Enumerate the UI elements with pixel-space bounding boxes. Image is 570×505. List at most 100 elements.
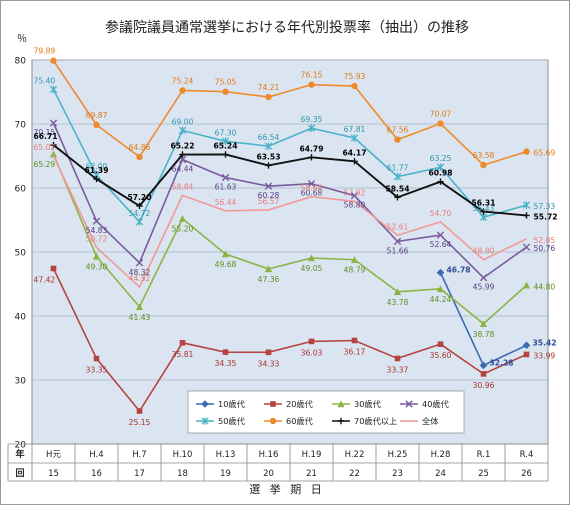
data-label: 79.89 [34, 47, 56, 56]
data-label: 43.78 [387, 298, 409, 307]
data-label: 48.79 [344, 266, 366, 275]
series-line [52, 268, 527, 413]
data-point [350, 134, 359, 142]
data-label: 54.72 [129, 209, 151, 218]
data-label: 64.17 [342, 148, 366, 157]
x-axis-label: 選 挙 期 日 [249, 483, 325, 496]
data-label: 65.02 [34, 143, 56, 152]
x-tick-label: R.4 [520, 450, 534, 460]
legend-label: 30歳代 [354, 399, 381, 409]
data-label: 48.80 [473, 247, 495, 256]
data-point [269, 417, 277, 425]
data-label: 61.77 [387, 164, 409, 173]
data-label: 52.64 [430, 240, 452, 249]
data-label: 67.81 [344, 125, 366, 134]
data-label: 70.15 [34, 128, 56, 137]
data-label: 58.54 [385, 184, 409, 193]
data-label: 54.83 [86, 226, 108, 235]
legend-label: 10歳代 [218, 399, 245, 409]
data-label: 66.54 [258, 133, 280, 142]
data-point [221, 250, 230, 258]
data-point [265, 162, 272, 169]
data-point [307, 179, 316, 188]
data-point [49, 85, 58, 94]
series-line [52, 60, 527, 166]
data-label: 58.80 [344, 201, 366, 210]
data-label: 35.60 [430, 351, 452, 360]
data-label: 75.40 [34, 76, 56, 85]
legend-label: 全体 [422, 416, 438, 426]
data-point [405, 400, 413, 408]
data-point [179, 151, 186, 158]
data-point [522, 201, 531, 209]
data-point [221, 137, 230, 146]
x-tick-label: H元 [46, 450, 61, 460]
data-point [436, 285, 445, 293]
data-point [201, 400, 209, 408]
data-label: 65.69 [534, 149, 556, 158]
series-line [52, 155, 527, 289]
data-point [179, 340, 186, 346]
data-point [50, 141, 57, 149]
legend-label: 40歳代 [422, 399, 449, 409]
data-point [135, 303, 144, 311]
round-label: 15 [48, 469, 59, 479]
data-point [135, 259, 144, 267]
data-label: 33.35 [86, 366, 108, 375]
legend-item: 70歳代以上 [332, 416, 397, 426]
data-point [393, 237, 402, 246]
data-label: 35.81 [172, 350, 194, 359]
data-point [264, 182, 273, 190]
data-point [93, 175, 100, 183]
data-point [480, 161, 487, 169]
y-axis-label: ％ [17, 34, 27, 45]
round-label: 18 [177, 469, 188, 479]
data-labels: 46.78 32.28 35.42 47.42 33.35 25.15 35.81 34.35… [34, 47, 558, 427]
series-全体 [52, 155, 527, 289]
data-label: 33.99 [534, 351, 556, 360]
data-label: 25.15 [129, 418, 151, 427]
row-label-year: 年 [15, 448, 24, 460]
chart-title: 参議院議員通常選挙における年代別投票率（抽出）の推移 [105, 19, 469, 36]
legend-box [187, 390, 465, 434]
data-label: 49.30 [86, 262, 108, 271]
y-tick-label: 50 [15, 249, 27, 259]
data-label: 48.32 [129, 268, 151, 277]
y-tick-label: 40 [15, 313, 27, 323]
data-point [308, 338, 315, 345]
data-point [523, 351, 530, 358]
data-label: 34.35 [215, 359, 237, 368]
x-tick-label: H.7 [132, 450, 146, 460]
row-label-round: 回 [15, 468, 24, 479]
data-label: 75.93 [344, 72, 366, 81]
data-point [437, 120, 444, 127]
data-label: 61.63 [215, 183, 237, 192]
series-line [52, 89, 527, 224]
data-label: 52.05 [534, 236, 556, 245]
data-label: 70.07 [430, 110, 452, 119]
round-label: 20 [263, 469, 274, 479]
data-label: 56.57 [258, 197, 280, 206]
data-point [308, 81, 315, 88]
series-group [49, 57, 531, 414]
data-point [351, 337, 358, 344]
data-point [437, 341, 444, 347]
data-label: 41.43 [129, 313, 151, 322]
data-point [222, 151, 229, 158]
legend-label: 20歳代 [286, 399, 313, 409]
data-label: 46.78 [447, 266, 471, 275]
data-point [179, 87, 186, 94]
data-label: 60.68 [301, 189, 323, 198]
data-label: 50.76 [534, 244, 556, 253]
data-label: 67.56 [387, 126, 409, 135]
data-label: 67.30 [215, 128, 237, 137]
series-line [52, 122, 527, 279]
data-label: 49.68 [215, 260, 237, 269]
data-point [308, 154, 315, 161]
round-label: 25 [478, 469, 489, 479]
data-point [479, 273, 488, 282]
x-tick-label: H.16 [259, 450, 279, 460]
legend-item: 20歳代 [264, 399, 313, 409]
data-label: 58.64 [301, 184, 323, 193]
data-point [136, 153, 143, 161]
